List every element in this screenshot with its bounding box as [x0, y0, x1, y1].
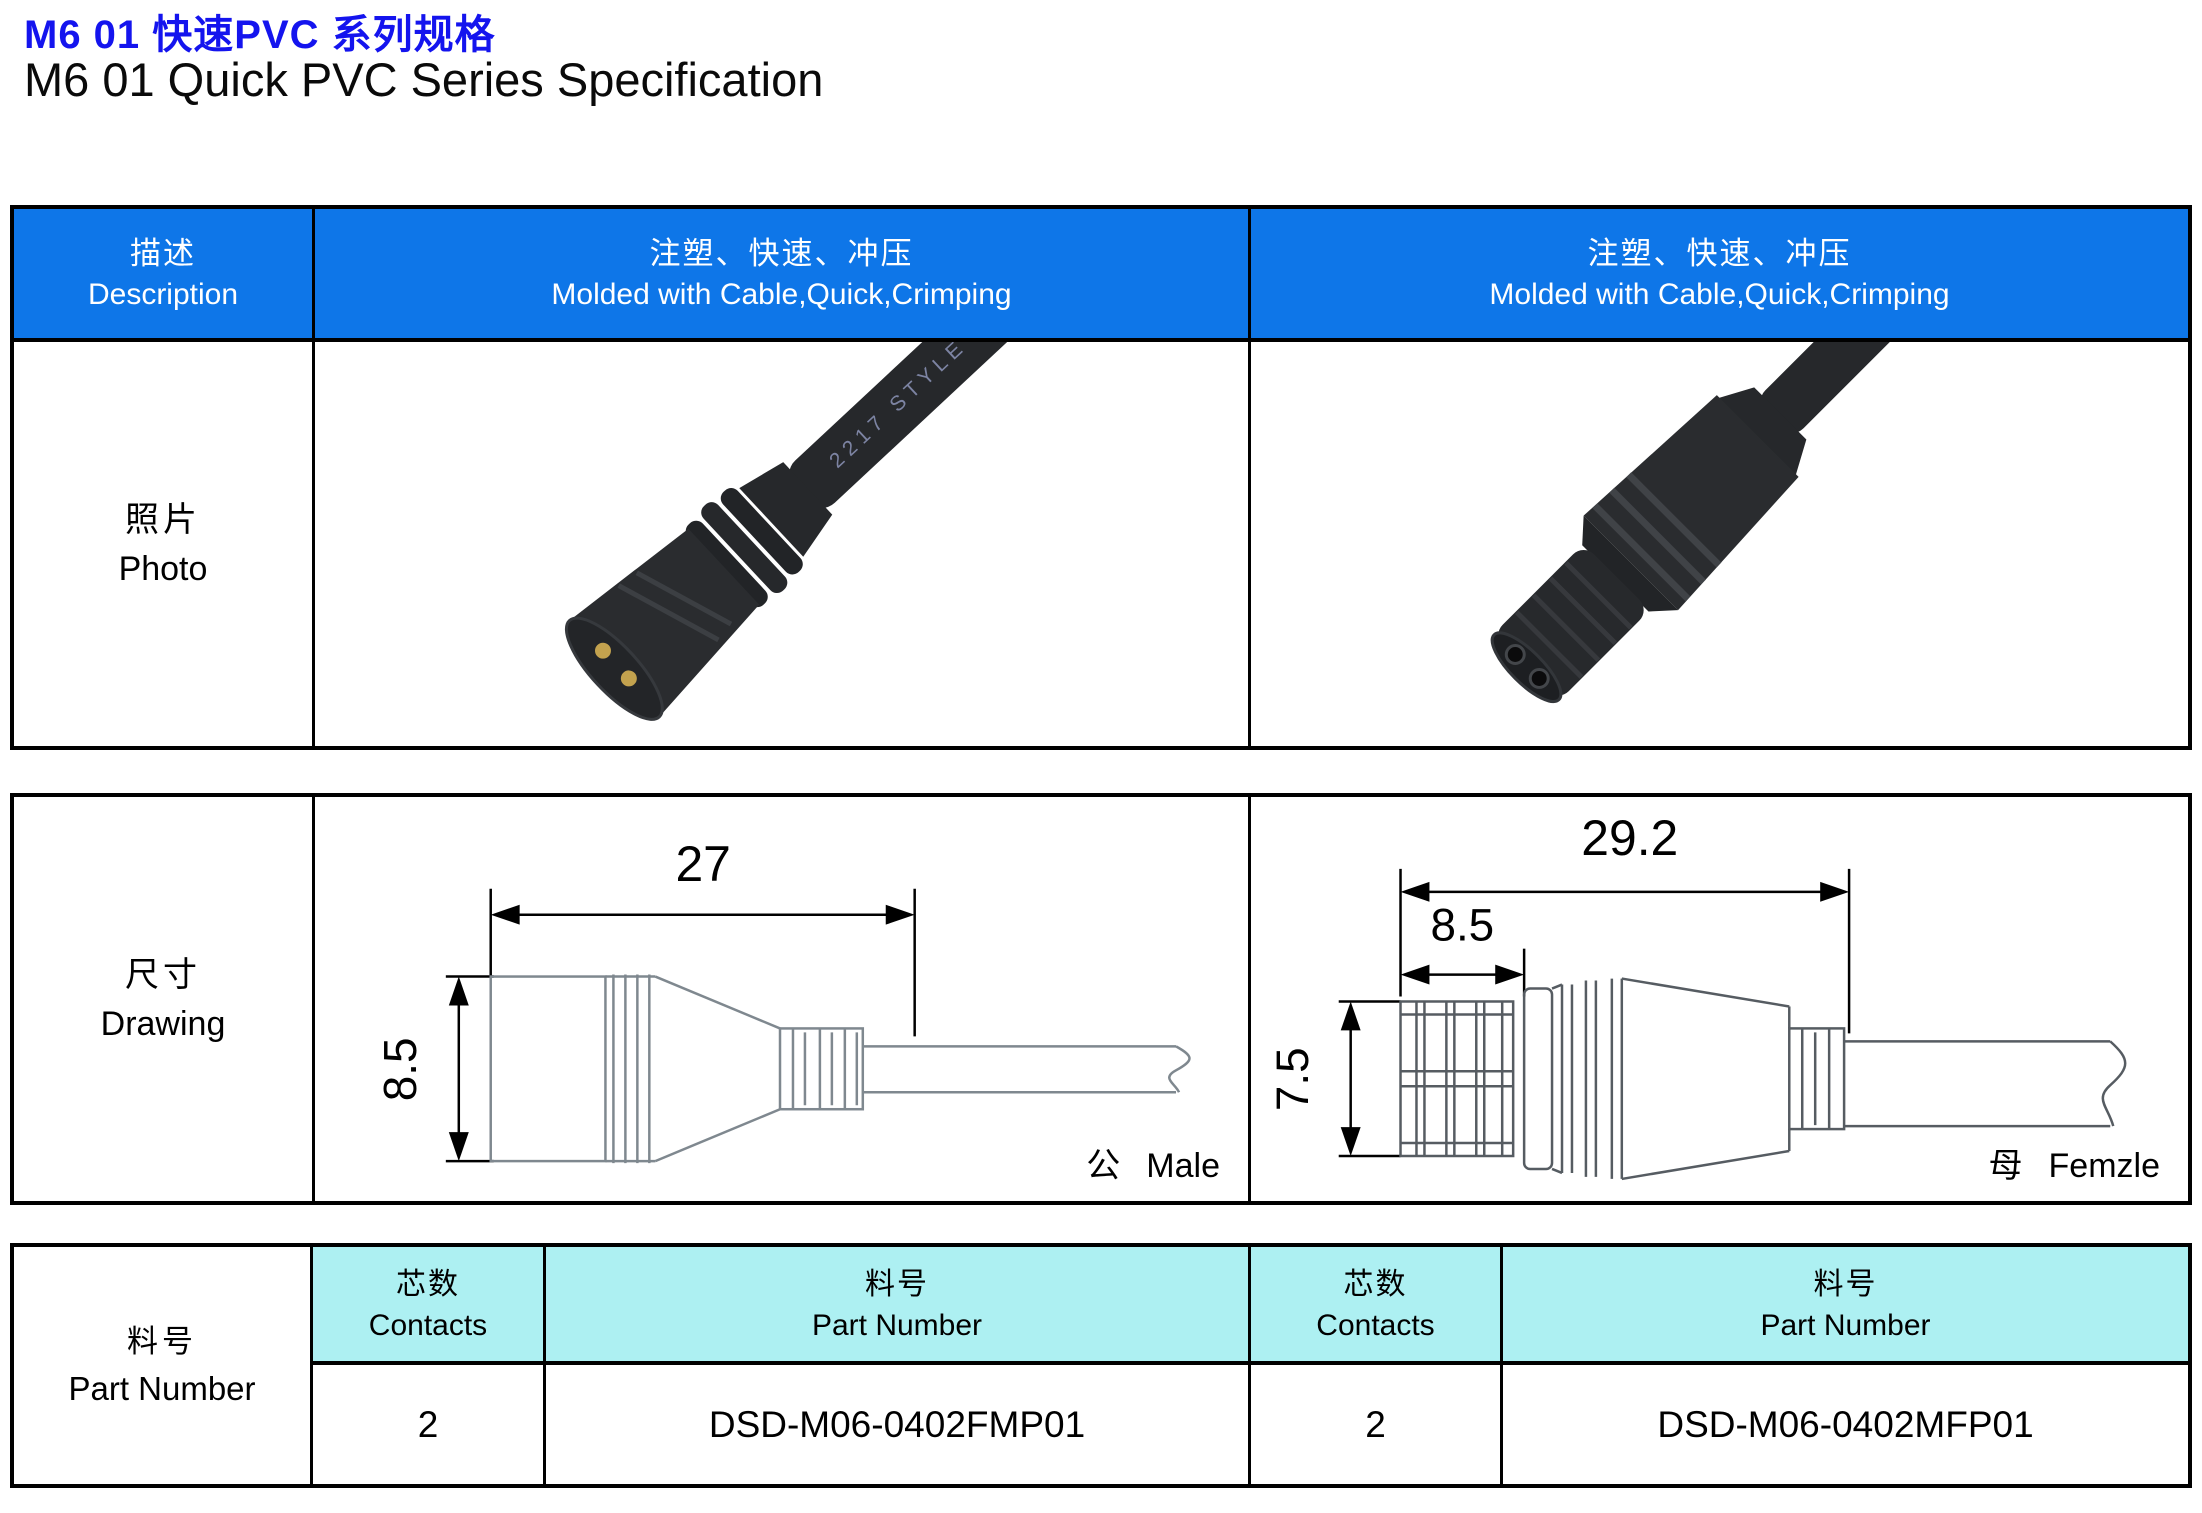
part-number-label-zh: 料号	[127, 1324, 197, 1360]
photo-label-zh: 照片	[125, 500, 201, 539]
photo-row-label: 照片 Photo	[14, 338, 312, 746]
male-part-number-header: 料号 Part Number	[543, 1247, 1248, 1361]
female-part-number-value: DSD-M06-0402MFP01	[1500, 1361, 2188, 1484]
drawing-row-label: 尺寸 Drawing	[14, 797, 312, 1201]
header-description-zh: 描述	[130, 236, 196, 272]
contacts-header-zh: 芯数	[1343, 1267, 1408, 1301]
male-dim-length-text: 27	[675, 836, 730, 892]
photo-table-header-female: 注塑、快速、冲压 Molded with Cable,Quick,Crimpin…	[1248, 209, 2188, 338]
female-drawing-svg: 29.2 8.5 7.5	[1266, 810, 2127, 1181]
drawing-label-en: Drawing	[100, 1004, 226, 1043]
female-connector-photo	[1248, 338, 2188, 746]
male-drawing-label: 公 Male	[1086, 1138, 1220, 1187]
female-profile	[1399, 977, 2127, 1181]
female-part-number-header: 料号 Part Number	[1500, 1247, 2188, 1361]
female-socket-hole	[1504, 644, 1526, 665]
header-description-en: Description	[87, 277, 239, 311]
female-connector-shape	[1490, 342, 2179, 704]
female-label-en: Femzle	[2048, 1147, 2160, 1185]
photo-label-en: Photo	[118, 549, 208, 588]
male-pin	[620, 670, 637, 687]
header-molded-zh: 注塑、快速、冲压	[1587, 236, 1852, 272]
female-dim-front-text: 8.5	[1430, 899, 1494, 951]
male-contacts-header: 芯数 Contacts	[310, 1247, 543, 1361]
contacts-header-en: Contacts	[1316, 1308, 1435, 1342]
header-molded-zh: 注塑、快速、冲压	[649, 236, 914, 272]
male-label-zh: 公	[1086, 1147, 1121, 1185]
male-connector-shape: 2217 STYLE 2	[564, 342, 1192, 721]
part-header-en: Part Number	[811, 1308, 983, 1342]
male-technical-drawing: 27 8.5	[312, 797, 1248, 1201]
part-number-row-label: 料号 Part Number	[14, 1247, 310, 1484]
male-label-en: Male	[1146, 1147, 1220, 1185]
male-pin	[595, 642, 611, 659]
page-title-english: M6 01 Quick PVC Series Specification	[24, 53, 824, 106]
female-dim-height-text: 7.5	[1266, 1047, 1318, 1111]
female-socket-hole	[1528, 668, 1550, 689]
male-dim-height-lines	[445, 975, 494, 1163]
header-molded-en: Molded with Cable,Quick,Crimping	[551, 277, 1012, 311]
part-number-table: 料号 Part Number 芯数 Contacts 料号 Part Numbe…	[10, 1243, 2192, 1488]
photo-table-header-male: 注塑、快速、冲压 Molded with Cable,Quick,Crimpin…	[312, 209, 1248, 338]
female-connector-photo-svg	[1490, 342, 2179, 704]
part-header-en: Part Number	[1760, 1308, 1931, 1342]
photo-table-header-description: 描述 Description	[14, 209, 312, 338]
page-title-chinese: M6 01 快速PVC 系列规格	[24, 13, 496, 57]
male-drawing-svg: 27 8.5	[374, 836, 1191, 1164]
header-molded-en: Molded with Cable,Quick,Crimping	[1489, 277, 1950, 311]
female-dim-length-lines	[1399, 868, 1851, 1034]
male-contacts-value: 2	[310, 1361, 543, 1484]
male-dim-length-lines	[489, 888, 916, 1037]
part-header-zh: 料号	[1813, 1267, 1878, 1301]
photo-table: 描述 Description 注塑、快速、冲压 Molded with Cabl…	[10, 205, 2192, 750]
contacts-header-zh: 芯数	[396, 1267, 460, 1301]
female-contacts-header: 芯数 Contacts	[1248, 1247, 1500, 1361]
male-part-number-value: DSD-M06-0402FMP01	[543, 1361, 1248, 1484]
part-number-label-en: Part Number	[68, 1369, 256, 1407]
part-header-zh: 料号	[865, 1267, 929, 1301]
drawing-table: 尺寸 Drawing 27 8.5	[10, 793, 2192, 1205]
contacts-header-en: Contacts	[368, 1308, 488, 1342]
female-dim-height-lines	[1338, 1000, 1401, 1158]
female-label-zh: 母	[1988, 1147, 2023, 1185]
female-contacts-value: 2	[1248, 1361, 1500, 1484]
female-drawing-label: 母 Femzle	[1989, 1138, 2160, 1187]
female-technical-drawing: 29.2 8.5 7.5	[1248, 797, 2188, 1201]
male-profile	[489, 974, 1191, 1164]
male-connector-photo-svg: 2217 STYLE 2	[564, 342, 1192, 721]
male-connector-photo: 2217 STYLE 2	[312, 338, 1248, 746]
female-dim-front-lines	[1428, 948, 1526, 997]
female-dim-length-text: 29.2	[1581, 810, 1678, 866]
drawing-label-zh: 尺寸	[125, 955, 201, 994]
male-dim-height-text: 8.5	[374, 1037, 426, 1101]
